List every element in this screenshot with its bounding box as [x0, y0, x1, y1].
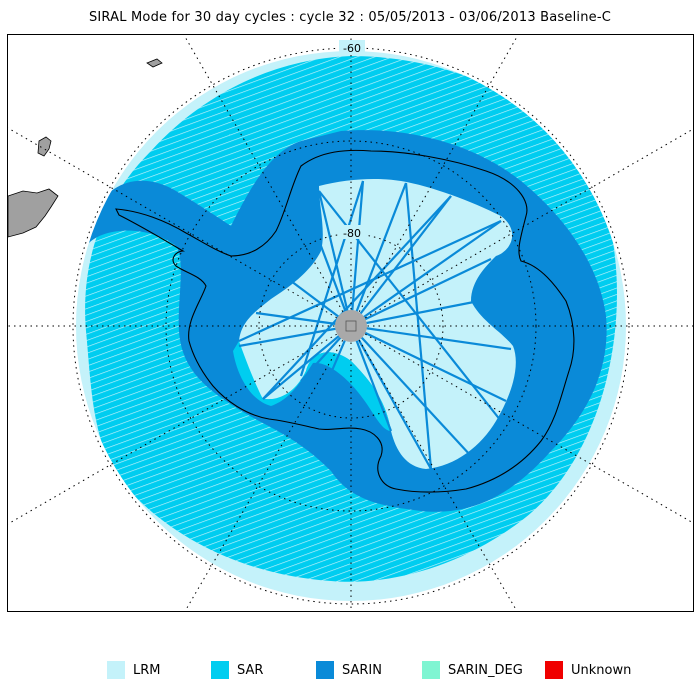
legend-swatch: [422, 661, 440, 679]
falkland-islands: [37, 136, 52, 157]
south-america-tip: [8, 188, 59, 238]
pole-marker: [345, 320, 357, 332]
legend-item-unknown: Unknown: [545, 660, 631, 680]
sar-shelf-west: [233, 341, 391, 431]
antarctic-coastline: [115, 149, 575, 493]
legend-item-sarin-deg: SARIN_DEG: [422, 660, 523, 680]
legend-item-lrm: LRM: [107, 660, 161, 680]
legend-item-sarin: SARIN: [316, 660, 382, 680]
legend-label: SARIN_DEG: [448, 662, 523, 678]
legend-item-sar: SAR: [211, 660, 263, 680]
polar-map: -60 -80: [8, 35, 693, 611]
latitude-label-60: -60: [343, 42, 361, 55]
legend-label: Unknown: [571, 662, 632, 678]
legend-swatch: [545, 661, 563, 679]
map-title: SIRAL Mode for 30 day cycles : cycle 32 …: [88, 10, 612, 25]
map-frame: -60 -80: [7, 34, 694, 612]
pole-hole: [335, 310, 367, 342]
legend-label: LRM: [133, 662, 161, 678]
legend-label: SAR: [237, 662, 264, 678]
legend-label: SARIN: [342, 662, 382, 678]
small-island: [146, 58, 163, 68]
latitude-label-80: -80: [343, 227, 361, 240]
lrm-continent-interior: [239, 178, 516, 469]
legend-swatch: [316, 661, 334, 679]
legend-swatch: [107, 661, 125, 679]
ground-tracks: [238, 180, 512, 470]
legend-swatch: [211, 661, 229, 679]
legend: LRM SAR SARIN SARIN_DEG Unknown: [0, 660, 700, 682]
